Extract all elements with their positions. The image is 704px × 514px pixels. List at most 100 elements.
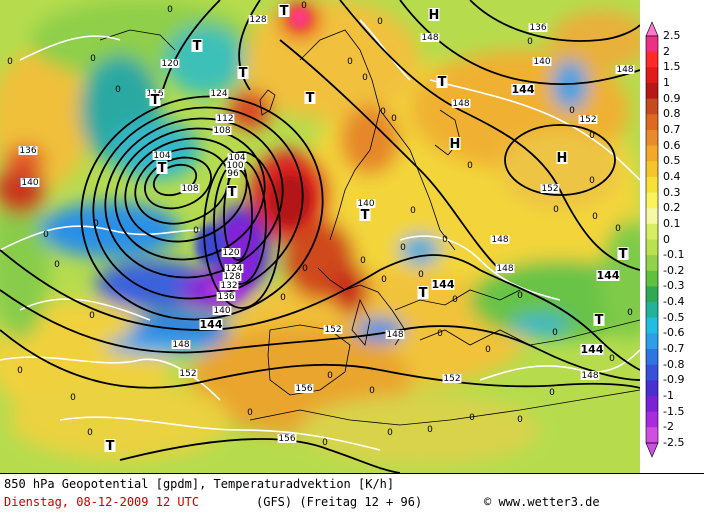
height-label-bg (532, 57, 552, 66)
high-pressure-symbol: H (557, 151, 568, 166)
height-label: 152 (324, 325, 341, 335)
height-label-bg (152, 151, 172, 160)
advection-zero-label: 0 (569, 106, 575, 116)
height-label-bg (323, 325, 343, 334)
height-label-bg (580, 344, 604, 355)
advection-zero-label: 0 (90, 54, 96, 64)
low-pressure-symbol-bg (156, 161, 168, 174)
legend-swatch (646, 67, 658, 84)
height-label: 144 (597, 269, 620, 282)
height-label-bg (216, 292, 236, 301)
legend-swatch (646, 192, 658, 209)
low-pressure-symbol: T (106, 439, 115, 454)
advection-zero-label: 0 (347, 57, 353, 67)
height-label-bg (18, 146, 38, 155)
advection-zero-label: 0 (418, 270, 424, 280)
height-label-bg (511, 84, 535, 95)
height-label: 152 (443, 374, 460, 384)
legend-swatch (646, 82, 658, 100)
legend-label: 1.5 (663, 60, 681, 74)
height-label: 96 (227, 169, 239, 179)
low-pressure-symbol-bg (359, 208, 371, 221)
low-pressure-symbol-bg (593, 313, 605, 326)
advection-zero-label: 0 (302, 264, 308, 274)
low-pressure-symbol: T (595, 313, 604, 328)
legend-swatch (646, 239, 658, 256)
height-label: 148 (172, 340, 189, 350)
advection-zero-label: 0 (442, 235, 448, 245)
height-label-bg (215, 114, 235, 123)
high-pressure-symbol-bg (556, 151, 568, 164)
advection-zero-label: 0 (115, 85, 121, 95)
height-label: 144 (432, 278, 455, 291)
legend-swatch (646, 396, 658, 413)
height-label: 120 (222, 248, 239, 258)
height-label: 124 (210, 89, 227, 99)
height-label: 136 (217, 292, 234, 302)
low-pressure-symbol-bg (237, 66, 249, 79)
height-label-bg (294, 384, 314, 393)
height-label-bg (178, 369, 198, 378)
height-label: 156 (295, 384, 312, 394)
legend-label: -1.5 (663, 404, 685, 418)
legend-label: 0.4 (663, 169, 681, 183)
height-label: 124 (225, 264, 242, 274)
height-label: 148 (496, 264, 513, 274)
high-pressure-symbol: H (429, 8, 440, 23)
height-label-bg (495, 264, 515, 273)
legend-label: -0.3 (663, 279, 685, 293)
advection-zero-label: 0 (380, 107, 386, 117)
low-pressure-symbol-bg (226, 185, 238, 198)
height-label: 104 (228, 153, 245, 163)
advection-zero-label: 0 (467, 161, 473, 171)
advection-zero-label: 0 (553, 205, 559, 215)
low-pressure-symbol: T (419, 286, 428, 301)
legend-label: 0.8 (663, 107, 681, 121)
advection-zero-label: 0 (7, 57, 13, 67)
height-label-bg (248, 15, 268, 24)
height-label-bg (490, 235, 510, 244)
legend-label: -0.1 (663, 248, 685, 262)
advection-zero-label: 0 (193, 226, 199, 236)
advection-zero-label: 0 (17, 366, 23, 376)
height-label: 120 (161, 59, 178, 69)
legend-swatch (646, 349, 658, 366)
legend-swatch (646, 333, 658, 350)
height-label: 152 (541, 184, 558, 194)
advection-zero-label: 0 (280, 293, 286, 303)
advection-zero-label: 0 (43, 230, 49, 240)
legend-label: 0.7 (663, 122, 681, 136)
advection-zero-label: 0 (391, 114, 397, 124)
legend-label: -2.5 (663, 436, 685, 449)
low-pressure-symbol-bg (191, 39, 203, 52)
map-footer: 850 hPa Geopotential [gpdm], Temperatura… (0, 473, 704, 514)
low-pressure-symbol: T (438, 75, 447, 90)
height-label: 136 (19, 146, 36, 156)
legend-label: -0.4 (663, 295, 685, 309)
height-label-bg (227, 153, 247, 162)
advection-zero-label: 0 (485, 345, 491, 355)
legend-swatch (646, 129, 658, 147)
advection-zero-label: 0 (322, 438, 328, 448)
height-label: 144 (512, 83, 535, 96)
height-label: 140 (213, 306, 230, 316)
advection-zero-label: 0 (527, 37, 533, 47)
advection-zero-label: 0 (327, 371, 333, 381)
low-pressure-symbol: T (361, 208, 370, 223)
legend-label: 0 (663, 232, 670, 246)
advection-zero-label: 0 (387, 428, 393, 438)
height-label-bg (219, 281, 239, 290)
height-label-bg (221, 248, 241, 257)
legend-swatch (646, 317, 658, 334)
height-label-bg (212, 306, 232, 315)
height-label: 128 (223, 272, 240, 282)
advection-zero-label: 0 (427, 425, 433, 435)
legend-label: 0.3 (663, 185, 681, 199)
height-label-bg (615, 65, 635, 74)
pressure-centers: T H T T T T T T T H H T T T T T (104, 4, 629, 454)
height-label-bg (209, 89, 229, 98)
low-pressure-symbol-bg (617, 247, 629, 260)
height-label-bg (277, 434, 297, 443)
height-label: 148 (491, 235, 508, 245)
